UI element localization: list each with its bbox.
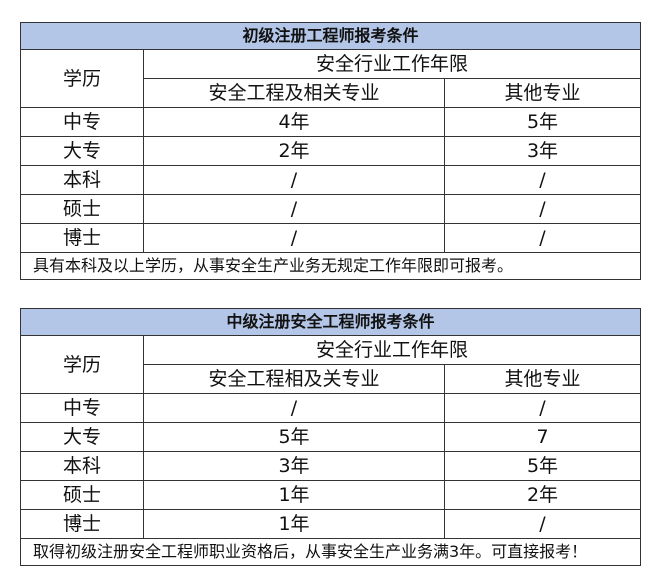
col-header: 安全工程及相关专业 — [143, 78, 445, 108]
table-row: 大专 2年 3年 — [20, 136, 641, 166]
cell: / — [143, 194, 445, 224]
table-note: 具有本科及以上学历，从事安全生产业务无规定工作年限即可报考。 — [20, 252, 641, 280]
cell: 硕士 — [20, 480, 144, 510]
cell: 中专 — [20, 393, 144, 423]
cell: / — [143, 393, 445, 423]
col-header: 安全工程相及关专业 — [143, 364, 445, 394]
table-title: 初级注册工程师报考条件 — [20, 22, 641, 50]
edu-header: 学历 — [20, 335, 144, 394]
cell: 硕士 — [20, 194, 144, 224]
years-header: 安全行业工作年限 — [143, 335, 641, 365]
cell: 5年 — [444, 107, 641, 137]
cell: 5年 — [444, 451, 641, 481]
col-header: 其他专业 — [444, 78, 641, 108]
cell: 本科 — [20, 165, 144, 195]
cell: / — [444, 393, 641, 423]
table-row: 硕士 1年 2年 — [20, 480, 641, 510]
table-row: 本科 / / — [20, 165, 641, 195]
cell: / — [444, 165, 641, 195]
cell: 博士 — [20, 223, 144, 253]
cell: 3年 — [143, 451, 445, 481]
intermediate-engineer-table: 中级注册安全工程师报考条件 学历 安全行业工作年限 安全工程相及关专业 其他专业 中… — [20, 308, 641, 566]
table-note: 取得初级注册安全工程师职业资格后，从事安全生产业务满3年。可直接报考！ — [20, 538, 641, 566]
table-row: 大专 5年 7 — [20, 422, 641, 452]
junior-engineer-table: 初级注册工程师报考条件 学历 安全行业工作年限 安全工程及相关专业 其他专业 中专 4… — [20, 22, 641, 280]
cell: 大专 — [20, 136, 144, 166]
cell: / — [444, 223, 641, 253]
cell: 1年 — [143, 480, 445, 510]
cell: 大专 — [20, 422, 144, 452]
cell: 1年 — [143, 509, 445, 539]
cell: / — [143, 165, 445, 195]
cell: 3年 — [444, 136, 641, 166]
table-row: 中专 4年 5年 — [20, 107, 641, 137]
table-title: 中级注册安全工程师报考条件 — [20, 308, 641, 336]
table-row: 博士 / / — [20, 223, 641, 253]
cell: 2年 — [143, 136, 445, 166]
edu-header: 学历 — [20, 49, 144, 108]
cell: 博士 — [20, 509, 144, 539]
cell: 中专 — [20, 107, 144, 137]
cell: 4年 — [143, 107, 445, 137]
cell: / — [444, 509, 641, 539]
table-row: 本科 3年 5年 — [20, 451, 641, 481]
cell: 本科 — [20, 451, 144, 481]
cell: 2年 — [444, 480, 641, 510]
cell: 7 — [444, 422, 641, 452]
cell: / — [143, 223, 445, 253]
table-row: 博士 1年 / — [20, 509, 641, 539]
cell: / — [444, 194, 641, 224]
table-row: 硕士 / / — [20, 194, 641, 224]
cell: 5年 — [143, 422, 445, 452]
years-header: 安全行业工作年限 — [143, 49, 641, 79]
table-row: 中专 / / — [20, 393, 641, 423]
col-header: 其他专业 — [444, 364, 641, 394]
